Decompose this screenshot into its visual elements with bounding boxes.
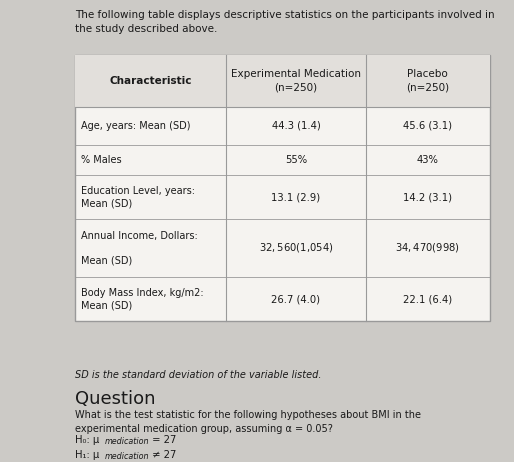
Text: Annual Income, Dollars:

Mean (SD): Annual Income, Dollars: Mean (SD): [81, 231, 198, 265]
Text: Education Level, years:
Mean (SD): Education Level, years: Mean (SD): [81, 186, 195, 208]
Text: H₁: μ: H₁: μ: [75, 450, 99, 460]
Text: % Males: % Males: [81, 155, 122, 165]
Text: Question: Question: [75, 390, 156, 408]
Text: Experimental Medication
(n=250): Experimental Medication (n=250): [231, 69, 361, 92]
Text: Age, years: Mean (SD): Age, years: Mean (SD): [81, 121, 191, 131]
Text: 44.3 (1.4): 44.3 (1.4): [271, 121, 320, 131]
Text: medication: medication: [105, 452, 150, 461]
Text: Placebo
(n=250): Placebo (n=250): [406, 69, 449, 92]
Text: Characteristic: Characteristic: [109, 76, 192, 86]
Text: = 27: = 27: [149, 435, 176, 445]
Text: The following table displays descriptive statistics on the participants involved: The following table displays descriptive…: [75, 10, 494, 34]
Text: SD is the standard deviation of the variable listed.: SD is the standard deviation of the vari…: [75, 370, 321, 380]
Text: 45.6 (3.1): 45.6 (3.1): [403, 121, 452, 131]
Text: 55%: 55%: [285, 155, 307, 165]
Text: 14.2 (3.1): 14.2 (3.1): [403, 192, 452, 202]
Text: $34,470 ($998): $34,470 ($998): [395, 242, 460, 255]
Text: Body Mass Index, kg/m2:
Mean (SD): Body Mass Index, kg/m2: Mean (SD): [81, 288, 204, 310]
Text: medication: medication: [105, 437, 150, 446]
Text: 13.1 (2.9): 13.1 (2.9): [271, 192, 321, 202]
Text: 43%: 43%: [417, 155, 438, 165]
Text: 22.1 (6.4): 22.1 (6.4): [403, 294, 452, 304]
Text: H₀: μ: H₀: μ: [75, 435, 99, 445]
Text: $32,560 ($1,054): $32,560 ($1,054): [259, 242, 333, 255]
Text: 26.7 (4.0): 26.7 (4.0): [271, 294, 321, 304]
Bar: [75, 55, 490, 107]
Text: ≠ 27: ≠ 27: [149, 450, 176, 460]
Text: What is the test statistic for the following hypotheses about BMI in the
experim: What is the test statistic for the follo…: [75, 410, 421, 434]
Bar: [75, 55, 490, 321]
